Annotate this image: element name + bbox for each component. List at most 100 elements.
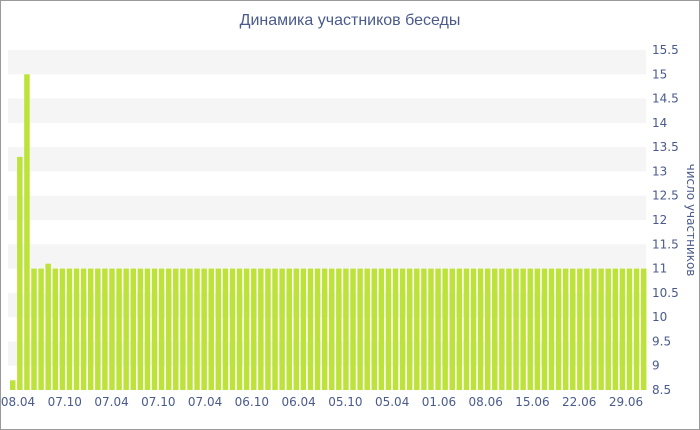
bar: [109, 268, 115, 390]
bar: [562, 268, 569, 390]
bar: [10, 380, 16, 390]
bar: [435, 268, 441, 390]
grid-band: [8, 147, 646, 172]
bar: [456, 268, 463, 390]
bar: [236, 268, 243, 390]
bar: [321, 268, 328, 390]
x-tick-label: 07.04: [188, 395, 222, 409]
bar: [300, 268, 307, 390]
bar: [38, 268, 44, 390]
bar: [208, 268, 214, 390]
bar: [180, 268, 186, 390]
bar: [463, 268, 470, 390]
x-tick-label: 07.04: [94, 395, 128, 409]
bar: [258, 268, 264, 390]
y-tick-label: 10: [652, 310, 667, 324]
bar: [293, 268, 300, 390]
bar: [59, 268, 66, 390]
bar: [598, 268, 604, 390]
bar: [80, 268, 87, 390]
x-tick-label: 08.04: [1, 395, 35, 409]
grid-band: [8, 244, 646, 269]
bar: [286, 268, 292, 390]
x-tick-label: 15.06: [515, 395, 549, 409]
y-tick-label: 14: [652, 116, 667, 130]
bar: [414, 268, 420, 390]
bar: [222, 268, 229, 390]
bar: [116, 268, 122, 390]
bar: [570, 268, 576, 390]
bar: [137, 268, 144, 390]
bar: [144, 268, 151, 390]
bar: [17, 156, 23, 390]
bar: [130, 268, 136, 390]
bar: [187, 268, 193, 390]
x-tick-label: 29.06: [609, 395, 643, 409]
bar: [24, 74, 30, 390]
bar: [442, 268, 448, 390]
bar: [548, 268, 555, 390]
bar: [633, 268, 640, 390]
bar: [87, 268, 94, 390]
bar: [428, 268, 434, 390]
y-tick-label: 8.5: [652, 383, 671, 397]
bar: [506, 268, 512, 390]
bar: [251, 268, 257, 390]
bar: [577, 268, 583, 390]
bar: [243, 268, 250, 390]
bar: [534, 268, 541, 390]
bar: [151, 268, 158, 390]
bar: [165, 268, 172, 390]
bar: [201, 268, 207, 390]
x-tick-label: 08.06: [469, 395, 503, 409]
bar: [371, 268, 378, 390]
y-tick-label: 9: [652, 359, 660, 373]
bar: [350, 268, 356, 390]
y-tick-label: 15.5: [652, 43, 679, 57]
bar: [102, 268, 108, 390]
bar: [52, 268, 59, 390]
y-tick-label: 15: [652, 67, 667, 81]
x-tick-label: 05.04: [375, 395, 409, 409]
y-tick-label: 12: [652, 213, 667, 227]
bar: [492, 268, 498, 390]
bar: [392, 268, 399, 390]
x-tick-label: 07.10: [48, 395, 82, 409]
bar: [272, 268, 278, 390]
bar: [66, 268, 73, 390]
y-tick-label: 11: [652, 262, 667, 276]
chart-title: Динамика участников беседы: [239, 12, 461, 29]
bar: [173, 268, 179, 390]
y-axis-title: число участников: [684, 164, 698, 277]
y-tick-label: 12.5: [652, 189, 679, 203]
bar: [314, 268, 321, 390]
bar: [513, 268, 519, 390]
y-tick-label: 10.5: [652, 286, 679, 300]
y-tick-label: 13: [652, 164, 667, 178]
bar: [484, 268, 491, 390]
bar: [45, 263, 51, 390]
bar: [95, 268, 101, 390]
bar: [399, 268, 406, 390]
x-tick-label: 06.10: [235, 395, 269, 409]
bar: [477, 268, 484, 390]
y-tick-label: 14.5: [652, 92, 679, 106]
bar: [329, 268, 335, 390]
bar: [343, 268, 349, 390]
bar: [123, 268, 129, 390]
grid-band: [8, 98, 646, 123]
bar: [307, 268, 314, 390]
bar: [73, 268, 80, 390]
bar: [336, 268, 342, 390]
bar: [520, 268, 526, 390]
bar: [449, 268, 455, 390]
bar: [640, 268, 647, 390]
bar: [421, 268, 427, 390]
bar: [619, 268, 626, 390]
x-tick-label: 06.04: [281, 395, 315, 409]
bar: [194, 268, 200, 390]
grid-band: [8, 50, 646, 75]
bar: [215, 268, 222, 390]
bar: [527, 268, 533, 390]
x-tick-label: 05.10: [328, 395, 362, 409]
